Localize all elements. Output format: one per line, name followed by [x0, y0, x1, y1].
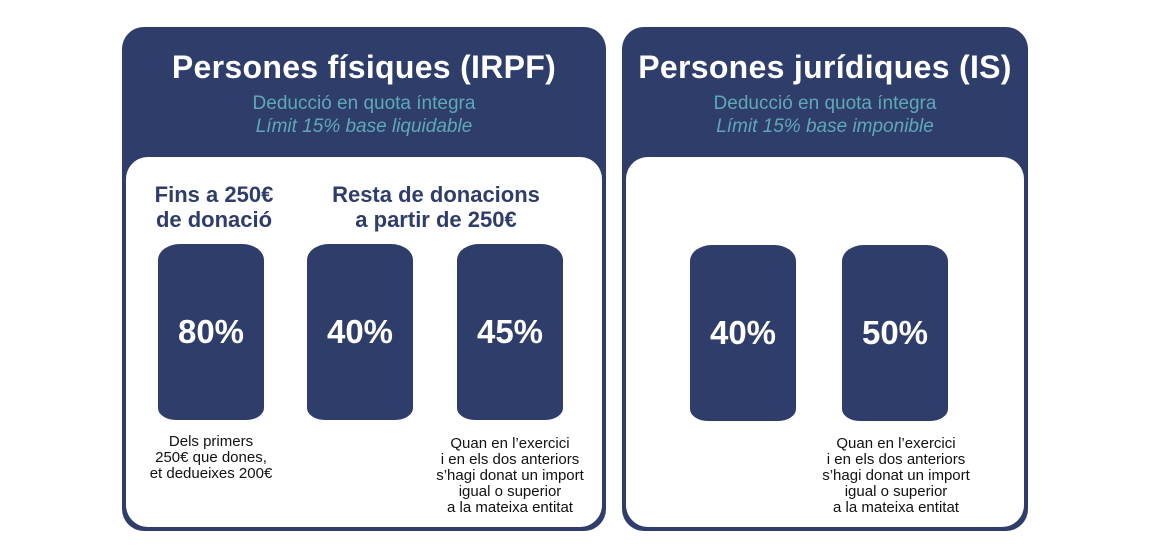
irpf-subtitle: Deducció en quota íntegra — [252, 93, 476, 114]
heading-line: a partir de 250€ — [355, 207, 517, 232]
note-line: igual o superior — [458, 483, 562, 500]
irpf-content-panel: Fins a 250€ de donació Resta de donacion… — [126, 157, 602, 527]
is-title: Persones jurídiques (IS) — [638, 49, 1012, 85]
irpf-heading-first-250: Fins a 250€ de donació — [148, 182, 280, 232]
is-limit: Límit 15% base imponible — [716, 116, 934, 137]
heading-line: Fins a 250€ — [154, 182, 274, 207]
is-rate-50: 50% — [842, 245, 948, 421]
irpf-note-first-250: Dels primers 250€ que dones, et dedueixe… — [136, 434, 286, 482]
note-line: igual o superior — [844, 483, 948, 500]
note-line: 250€ que dones, — [155, 449, 267, 466]
is-note-recurring: Quan en l’exercici i en els dos anterior… — [812, 436, 980, 516]
note-line: a la mateixa entitat — [833, 499, 959, 516]
irpf-title: Persones físiques (IRPF) — [171, 49, 557, 85]
irpf-rate-45: 45% — [457, 244, 563, 420]
irpf-rate-40: 40% — [307, 244, 413, 420]
note-line: Quan en l’exercici — [836, 435, 956, 452]
irpf-card: Persones físiques (IRPF) Deducció en quo… — [122, 27, 606, 531]
heading-line: Resta de donacions — [332, 182, 540, 207]
note-line: i en els dos anteriors — [826, 451, 966, 468]
note-line: a la mateixa entitat — [447, 499, 573, 516]
note-line: i en els dos anteriors — [440, 451, 580, 468]
is-subtitle: Deducció en quota íntegra — [713, 93, 937, 114]
note-line: Quan en l’exercici — [450, 435, 570, 452]
irpf-rate-80: 80% — [158, 244, 264, 420]
is-rate-40: 40% — [690, 245, 796, 421]
irpf-limit: Límit 15% base liquidable — [255, 116, 473, 137]
note-line: Dels primers — [168, 433, 254, 450]
is-content-panel: 40% 50% Quan en l’exercici i en els dos … — [626, 157, 1024, 527]
is-card: Persones jurídiques (IS) Deducció en quo… — [622, 27, 1028, 531]
note-line: et dedueixes 200€ — [149, 465, 273, 482]
note-line: s’hagi donat un import — [822, 467, 970, 484]
note-line: s’hagi donat un import — [436, 467, 584, 484]
irpf-note-recurring: Quan en l’exercici i en els dos anterior… — [426, 436, 594, 516]
irpf-heading-rest: Resta de donacions a partir de 250€ — [316, 182, 556, 232]
heading-line: de donació — [155, 207, 273, 232]
